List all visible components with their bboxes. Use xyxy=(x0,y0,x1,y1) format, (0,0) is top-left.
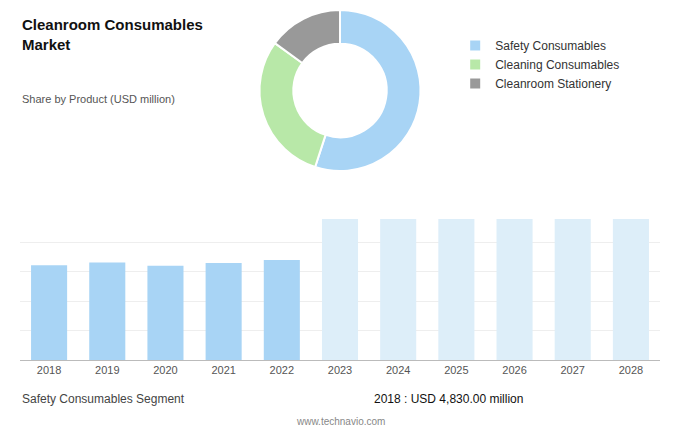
svg-text:2028: 2028 xyxy=(619,364,643,376)
svg-text:2019: 2019 xyxy=(95,364,119,376)
svg-text:2026: 2026 xyxy=(502,364,526,376)
svg-text:www.technavio.com: www.technavio.com xyxy=(296,416,385,427)
svg-text:Cleanroom ConsumablesMarket: Cleanroom ConsumablesMarket xyxy=(22,16,203,53)
svg-text:Safety Consumables Segment: Safety Consumables Segment xyxy=(22,392,185,406)
svg-text:2020: 2020 xyxy=(153,364,177,376)
svg-text:2024: 2024 xyxy=(386,364,410,376)
svg-text:2021: 2021 xyxy=(211,364,235,376)
svg-text:2025: 2025 xyxy=(444,364,468,376)
svg-text:Cleanroom Stationery: Cleanroom Stationery xyxy=(495,77,611,91)
svg-text:2018: 2018 xyxy=(37,364,61,376)
svg-text:Safety Consumables: Safety Consumables xyxy=(495,39,606,53)
svg-text:2023: 2023 xyxy=(328,364,352,376)
svg-text:Cleaning Consumables: Cleaning Consumables xyxy=(495,58,619,72)
svg-text:Share by Product (USD million): Share by Product (USD million) xyxy=(22,93,175,105)
svg-text:2022: 2022 xyxy=(270,364,294,376)
svg-text:2018 : USD 4,830.00 million: 2018 : USD 4,830.00 million xyxy=(374,392,523,406)
svg-text:2027: 2027 xyxy=(560,364,584,376)
